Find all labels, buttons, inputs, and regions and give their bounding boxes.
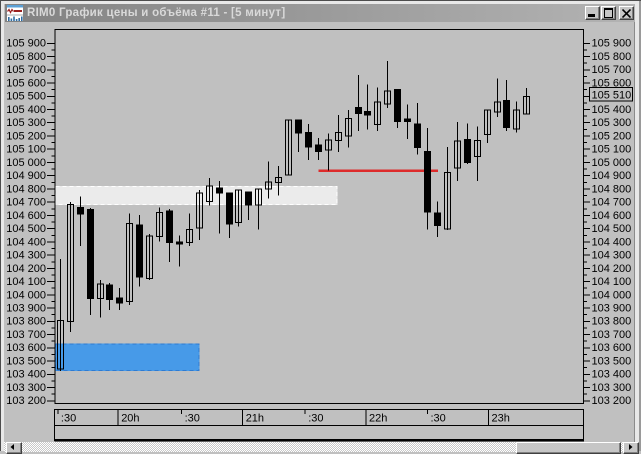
svg-text:103 900: 103 900 [6,303,46,315]
svg-text:23h: 23h [492,412,510,424]
svg-text:104 500: 104 500 [592,223,632,235]
svg-text:104 900: 104 900 [6,170,46,182]
svg-text:105 700: 105 700 [6,64,46,76]
svg-text:105 900: 105 900 [592,38,632,50]
svg-text:103 800: 103 800 [592,316,632,328]
svg-text:103 200: 103 200 [592,395,632,407]
svg-text:20h: 20h [121,412,139,424]
svg-text:103 300: 103 300 [6,382,46,394]
svg-text:104 500: 104 500 [6,223,46,235]
svg-text:104 400: 104 400 [6,236,46,248]
svg-text:105 200: 105 200 [592,130,632,142]
svg-text:104 300: 104 300 [592,250,632,262]
svg-text:105 500: 105 500 [6,91,46,103]
svg-text:105 900: 105 900 [6,38,46,50]
svg-text:104 400: 104 400 [592,236,632,248]
svg-text:103 500: 103 500 [6,356,46,368]
svg-text:105 800: 105 800 [6,51,46,63]
svg-text::30: :30 [185,412,200,424]
svg-text:105 700: 105 700 [592,64,632,76]
svg-text:104 200: 104 200 [592,263,632,275]
svg-text:105 000: 105 000 [592,157,632,169]
svg-text:104 800: 104 800 [592,183,632,195]
svg-text:105 800: 105 800 [592,51,632,63]
svg-text:103 800: 103 800 [6,316,46,328]
svg-text:105 600: 105 600 [6,77,46,89]
svg-text:105 510: 105 510 [592,89,632,101]
svg-text:104 100: 104 100 [6,276,46,288]
svg-text:103 700: 103 700 [592,329,632,341]
svg-text:105 300: 105 300 [6,117,46,129]
svg-text:103 700: 103 700 [6,329,46,341]
svg-text:103 400: 103 400 [6,369,46,381]
svg-text:105 000: 105 000 [6,157,46,169]
svg-text:104 900: 104 900 [592,170,632,182]
svg-text:104 000: 104 000 [6,289,46,301]
svg-text:105 600: 105 600 [592,77,632,89]
svg-text:105 300: 105 300 [592,117,632,129]
svg-text:103 300: 103 300 [592,382,632,394]
svg-text:105 100: 105 100 [6,144,46,156]
svg-text:104 600: 104 600 [6,210,46,222]
svg-text:105 200: 105 200 [6,130,46,142]
svg-text:103 400: 103 400 [592,369,632,381]
svg-text:105 100: 105 100 [592,144,632,156]
svg-text:104 100: 104 100 [592,276,632,288]
svg-text::30: :30 [431,412,446,424]
svg-text:104 700: 104 700 [6,197,46,209]
svg-text:104 000: 104 000 [592,289,632,301]
svg-text:104 200: 104 200 [6,263,46,275]
svg-text::30: :30 [308,412,323,424]
svg-text::30: :30 [61,412,76,424]
svg-text:105 400: 105 400 [592,104,632,116]
svg-text:22h: 22h [369,412,387,424]
svg-text:21h: 21h [246,412,264,424]
svg-text:103 500: 103 500 [592,356,632,368]
svg-text:104 600: 104 600 [592,210,632,222]
svg-text:103 900: 103 900 [592,303,632,315]
svg-text:104 300: 104 300 [6,250,46,262]
svg-text:103 600: 103 600 [592,342,632,354]
svg-text:103 200: 103 200 [6,395,46,407]
svg-text:104 800: 104 800 [6,183,46,195]
svg-text:103 600: 103 600 [6,342,46,354]
svg-text:105 400: 105 400 [6,104,46,116]
svg-text:104 700: 104 700 [592,197,632,209]
